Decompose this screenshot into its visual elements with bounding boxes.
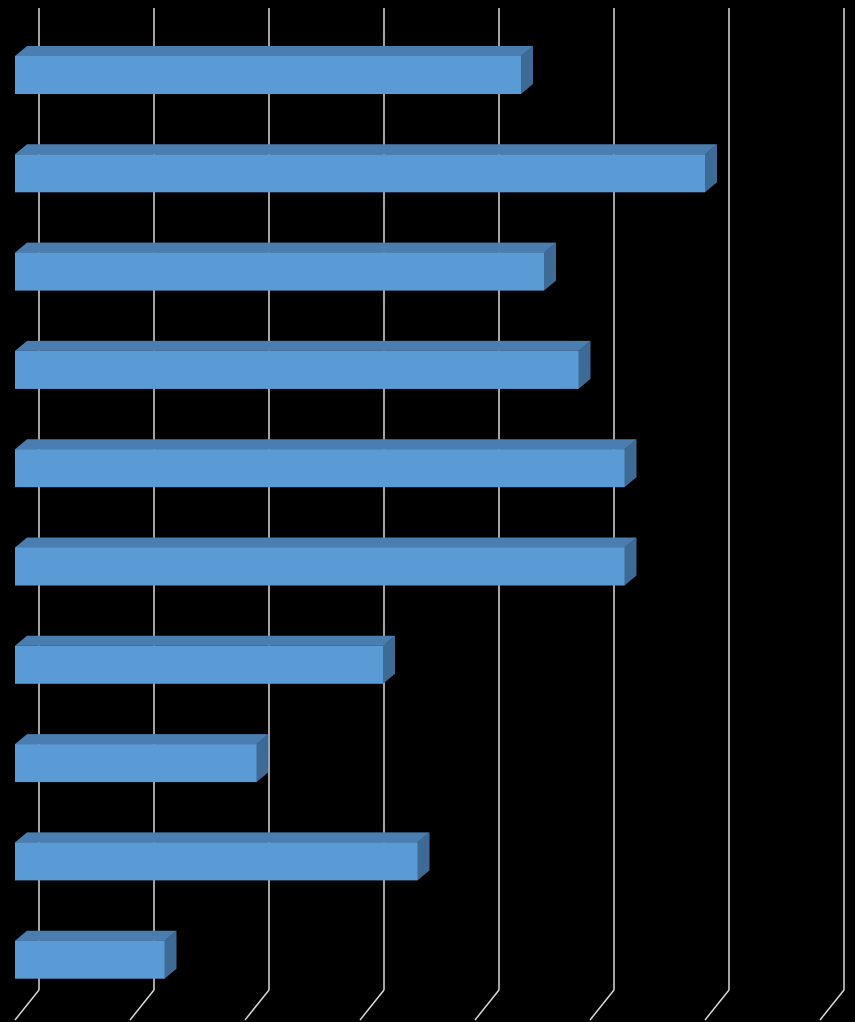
bar [15,56,521,94]
floor-line [589,989,615,1021]
bar-top [15,635,395,646]
bar [15,842,418,881]
bar-side [624,537,637,586]
bar-side [164,930,177,979]
bar-side [383,635,395,684]
floor-line [819,989,845,1021]
bar-top [15,439,637,450]
bar [15,547,625,586]
bar [15,645,383,684]
bar-top [15,340,591,351]
bar-top [15,537,637,548]
bar-top [15,832,430,843]
bar [15,744,257,783]
floor-line [244,989,270,1021]
bar-top [15,144,717,155]
bar-side [521,46,533,94]
bar-top [15,242,556,253]
bar-side [624,439,637,488]
floor-line [474,989,500,1021]
bar [15,449,625,488]
bar-top [15,734,269,745]
bar [15,252,544,291]
bar-side [256,734,269,783]
bar-side [578,340,591,389]
bar-side [705,144,717,193]
bar-top [15,46,533,56]
bar-side [417,832,430,881]
bar [15,940,165,979]
floor-line [359,989,385,1021]
floor-line [129,989,155,1021]
bar [15,154,705,193]
bar-side [544,242,556,291]
bar [15,350,579,389]
bar-top [15,930,177,941]
floor-line [704,989,730,1021]
floor-line [14,989,40,1021]
